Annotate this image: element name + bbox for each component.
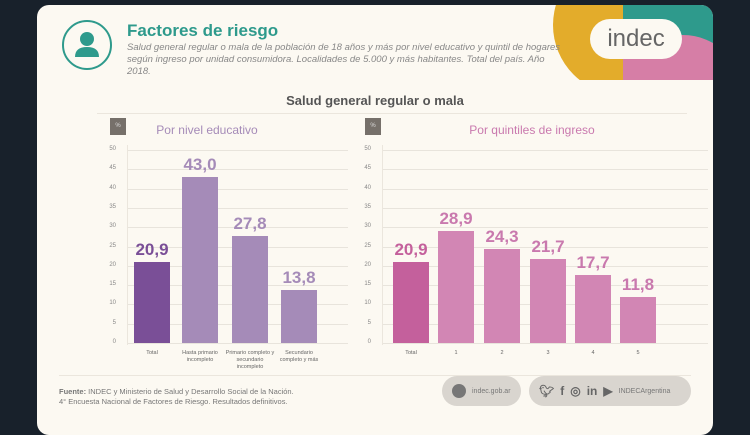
bar-value-label: 20,9 — [135, 240, 169, 260]
y-tick-label: 35 — [109, 203, 116, 210]
gridline — [128, 188, 348, 190]
y-tick-label: 15 — [364, 281, 371, 288]
x-category-label: 2 — [500, 350, 504, 356]
facebook-icon[interactable]: f — [560, 384, 565, 398]
bar-value-label: 17,7 — [576, 252, 610, 272]
gridline — [383, 227, 708, 229]
y-tick-label: 25 — [364, 242, 371, 249]
twitter-icon[interactable]: 🐦︎ — [539, 384, 555, 398]
y-tick-label: 45 — [109, 165, 116, 172]
divider — [97, 113, 687, 114]
x-category-label: 1 — [454, 350, 458, 356]
y-axis-unit-label: % — [110, 118, 126, 135]
y-tick-label: 30 — [109, 223, 116, 230]
chart-title: Por nivel educativo — [156, 123, 258, 137]
bar — [438, 231, 474, 343]
y-tick-label: 0 — [112, 339, 116, 345]
gridline — [128, 207, 348, 209]
website-text: indec.gob.ar — [472, 387, 511, 395]
y-tick-label: 10 — [364, 300, 371, 307]
website-link[interactable]: indec.gob.ar — [442, 376, 521, 406]
bar — [575, 274, 611, 343]
y-tick-label: 20 — [109, 261, 116, 268]
x-category-label: Primario completo y secundario incomplet… — [225, 350, 275, 370]
bar-value-label: 20,9 — [394, 240, 428, 260]
gridline — [383, 246, 708, 248]
bar — [134, 262, 170, 343]
y-tick-label: 30 — [364, 223, 371, 230]
gridline — [383, 343, 708, 344]
person-icon — [62, 20, 112, 70]
y-axis-unit-label: % — [365, 118, 381, 135]
youtube-icon[interactable]: ▶ — [603, 384, 613, 398]
social-handle: INDECArgentina — [618, 387, 671, 395]
bar-value-label: 13,8 — [282, 267, 316, 287]
bar-value-label: 24,3 — [485, 227, 519, 247]
linkedin-icon[interactable]: in — [586, 384, 598, 398]
gridline — [128, 343, 348, 344]
social-links[interactable]: 🐦︎ f ◎ in ▶ INDECArgentina — [529, 376, 691, 406]
y-axis-line — [382, 145, 383, 345]
infographic-card: indec Factores de riesgo Salud general r… — [37, 5, 713, 435]
bar — [620, 297, 656, 343]
divider — [59, 375, 691, 376]
x-category-label: 3 — [546, 350, 550, 356]
bar-value-label: 27,8 — [233, 213, 267, 233]
indec-logo: indec — [590, 19, 682, 59]
page-title: Factores de riesgo — [127, 21, 279, 40]
bar — [393, 262, 429, 343]
gridline — [128, 227, 348, 229]
gridline — [383, 188, 708, 190]
chart-title: Por quintiles de ingreso — [469, 123, 595, 137]
x-category-label: Secundario completo y más — [279, 350, 319, 363]
bar — [484, 249, 520, 343]
bar-value-label: 11,8 — [621, 275, 655, 295]
y-tick-label: 10 — [109, 300, 116, 307]
source-line2: 4° Encuesta Nacional de Factores de Ries… — [59, 397, 288, 406]
source-note: Fuente: INDEC y Ministerio de Salud y De… — [59, 387, 294, 407]
y-tick-label: 50 — [109, 146, 116, 152]
gridline — [383, 150, 708, 151]
x-category-label: Total — [405, 350, 417, 356]
y-tick-label: 0 — [367, 339, 371, 345]
bar — [281, 289, 317, 343]
y-tick-label: 5 — [367, 319, 371, 326]
bar — [232, 235, 268, 343]
bar — [182, 177, 218, 343]
y-axis-line — [127, 145, 128, 345]
gridline — [128, 169, 348, 171]
bar-value-label: 28,9 — [439, 209, 473, 229]
y-tick-label: 50 — [364, 146, 371, 152]
y-tick-label: 35 — [364, 203, 371, 210]
gridline — [383, 207, 708, 209]
y-tick-label: 15 — [109, 281, 116, 288]
gridline — [383, 169, 708, 171]
y-tick-label: 40 — [364, 184, 371, 191]
x-category-label: Hasta primario incompleto — [182, 350, 218, 363]
y-tick-label: 40 — [109, 184, 116, 191]
bar-value-label: 21,7 — [531, 237, 565, 257]
bar — [530, 259, 566, 343]
instagram-icon[interactable]: ◎ — [570, 384, 581, 398]
page-subtitle: Salud general regular o mala de la pobla… — [127, 42, 561, 77]
globe-icon — [452, 384, 466, 398]
y-tick-label: 20 — [364, 261, 371, 268]
source-text: INDEC y Ministerio de Salud y Desarrollo… — [86, 387, 294, 396]
x-category-label: 4 — [591, 350, 595, 356]
x-category-label: Total — [146, 350, 158, 356]
y-tick-label: 45 — [364, 165, 371, 172]
y-tick-label: 25 — [109, 242, 116, 249]
chart-main-title: Salud general regular o mala — [286, 93, 464, 108]
gridline — [128, 150, 348, 151]
bar-value-label: 43,0 — [183, 155, 217, 175]
x-category-label: 5 — [636, 350, 640, 356]
y-tick-label: 5 — [112, 319, 116, 326]
source-label: Fuente: — [59, 387, 87, 396]
